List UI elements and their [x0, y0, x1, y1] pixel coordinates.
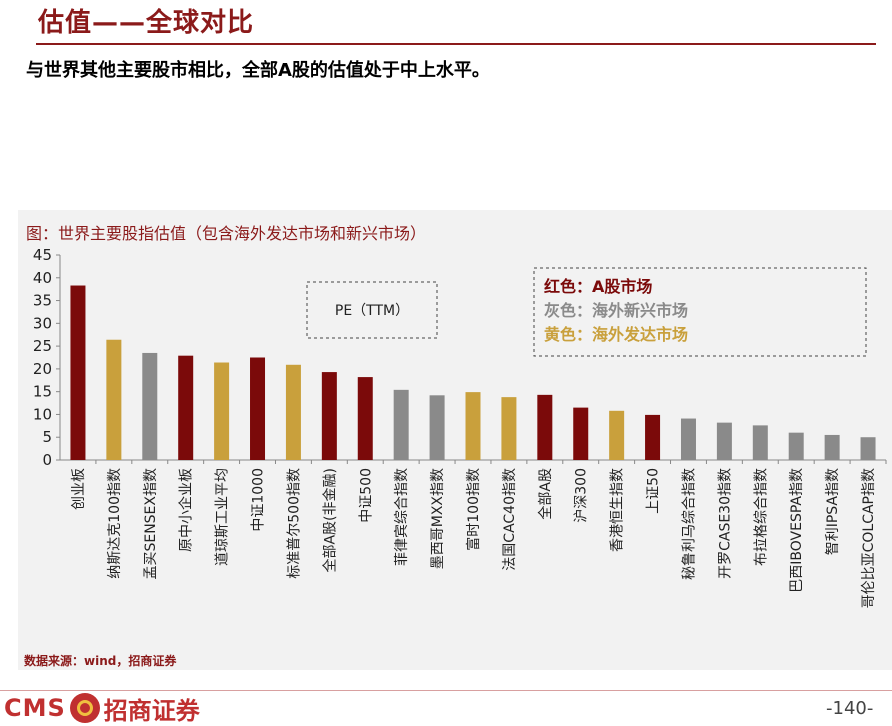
- x-tick-label: 纳斯达克100指数: [107, 468, 123, 579]
- x-tick-label: 法国CAC40指数: [502, 468, 518, 571]
- logo-text: CMS: [4, 694, 66, 722]
- page-subtitle: 与世界其他主要股市相比，全部A股的估值处于中上水平。: [26, 60, 490, 81]
- x-tick-label: 中证500: [358, 468, 374, 523]
- y-tick-label: 15: [33, 383, 52, 401]
- chart-panel: [18, 210, 892, 670]
- x-tick-label: 上证50: [646, 468, 662, 514]
- bar: [573, 407, 589, 460]
- x-tick-label: 秘鲁利马综合指数: [681, 468, 697, 580]
- y-tick-label: 30: [33, 314, 52, 332]
- page-number: -140-: [826, 698, 874, 719]
- annotation-box: [306, 281, 438, 339]
- bar: [429, 395, 445, 460]
- x-tick-label: 全部A股: [537, 468, 554, 520]
- bar: [824, 434, 840, 460]
- bar: [321, 372, 337, 460]
- bar: [501, 397, 517, 460]
- bar: [357, 377, 373, 460]
- bar: [788, 432, 804, 460]
- x-tick-label: 标准普尔500指数: [286, 468, 302, 579]
- bar: [465, 392, 481, 460]
- y-tick-label: 45: [33, 246, 52, 264]
- bar: [716, 422, 732, 460]
- bar: [680, 418, 696, 460]
- logo-chinese-name: 招商证券: [103, 696, 200, 725]
- footer-divider: [0, 690, 892, 691]
- bar: [106, 339, 122, 460]
- bar: [860, 437, 876, 460]
- x-tick-label: 创业板: [71, 468, 87, 510]
- company-logo: CMS 招商证券: [4, 692, 200, 725]
- bar: [393, 389, 409, 460]
- bar: [214, 362, 230, 460]
- title-divider: [36, 43, 876, 45]
- bar: [178, 355, 194, 460]
- legend-entry: 黄色：海外发达市场: [544, 325, 688, 344]
- bar: [537, 394, 553, 460]
- x-tick-label: 哥伦比亚COLCAP指数: [861, 468, 877, 608]
- y-tick-label: 40: [33, 269, 52, 287]
- x-tick-label: 开罗CASE30指数: [717, 468, 733, 579]
- y-tick-label: 0: [42, 451, 52, 469]
- bar: [752, 425, 768, 460]
- y-tick-label: 5: [42, 428, 52, 446]
- y-tick-label: 25: [33, 337, 52, 355]
- y-tick-label: 35: [33, 292, 52, 310]
- x-tick-label: 全部A股(非金融): [321, 468, 338, 573]
- x-tick-label: 沪深300: [574, 468, 590, 523]
- x-tick-label: 原中小企业板: [178, 468, 195, 552]
- x-tick-label: 菲律宾综合指数: [394, 468, 410, 566]
- bar: [70, 285, 86, 460]
- x-tick-label: 孟买SENSEX指数: [143, 468, 159, 580]
- x-tick-label: 智利IPSA指数: [825, 468, 841, 555]
- bar: [285, 364, 301, 460]
- bar: [645, 414, 661, 460]
- x-tick-label: 布拉格综合指数: [753, 468, 769, 566]
- annotation-text: PE（TTM）: [335, 303, 409, 319]
- x-tick-label: 墨西哥MXX指数: [430, 468, 446, 569]
- y-tick-label: 20: [33, 360, 52, 378]
- x-tick-label: 香港恒生指数: [610, 468, 626, 552]
- x-tick-label: 道琼斯工业平均: [215, 468, 231, 566]
- bar: [609, 410, 625, 460]
- legend-entry: 灰色：海外新兴市场: [544, 301, 688, 320]
- bar: [142, 352, 158, 460]
- x-tick-label: 中证1000: [251, 468, 267, 532]
- logo-mark-icon: [69, 693, 100, 723]
- y-tick-label: 10: [33, 405, 52, 423]
- x-tick-label: 巴西IBOVESPA指数: [789, 468, 805, 593]
- bar: [250, 357, 266, 460]
- page-title: 估值——全球对比: [38, 8, 255, 38]
- data-source: 数据来源：wind，招商证券: [24, 654, 177, 668]
- chart-title: 图：世界主要股指估值（包含海外发达市场和新兴市场）: [26, 224, 427, 243]
- x-tick-label: 富时100指数: [465, 468, 482, 551]
- legend-entry: 红色：A股市场: [544, 277, 652, 296]
